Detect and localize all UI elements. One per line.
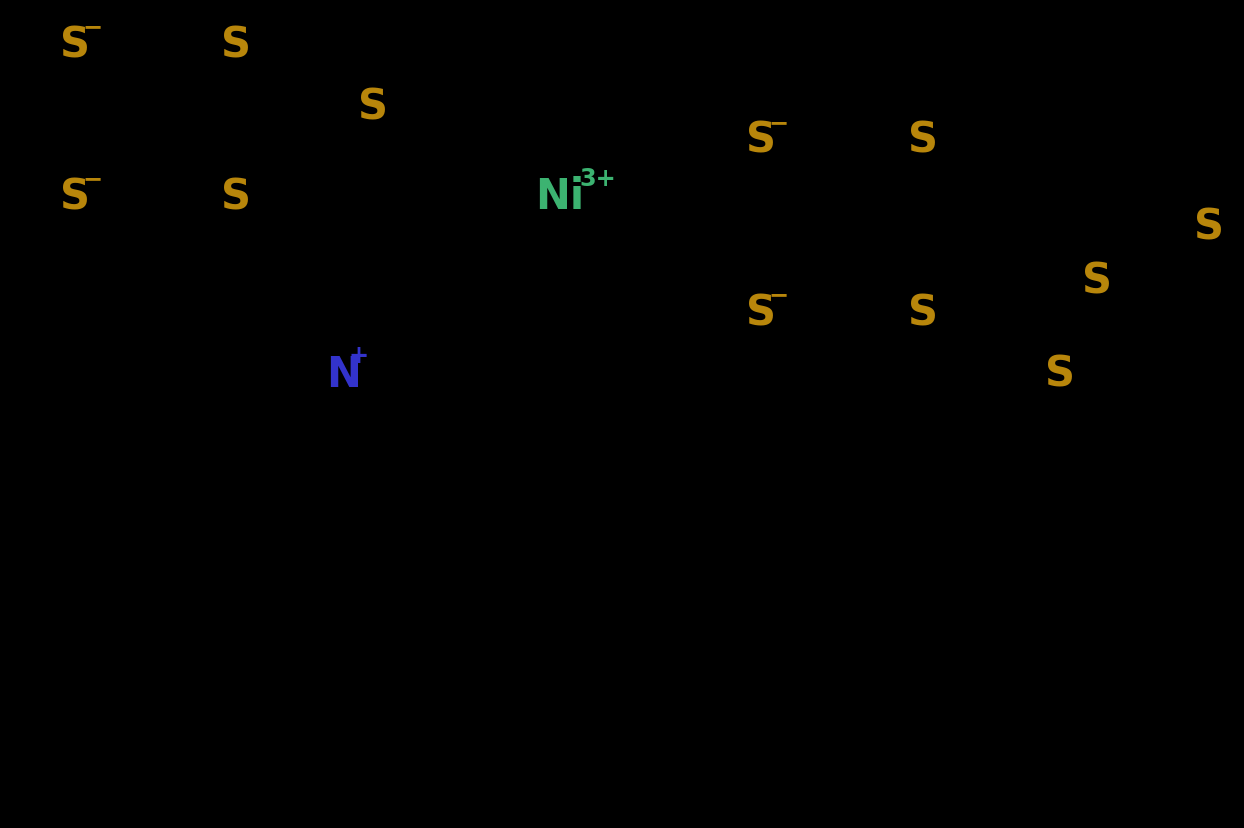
Text: S: S: [1194, 206, 1224, 248]
Text: Ni: Ni: [535, 176, 583, 218]
Text: −: −: [769, 283, 789, 306]
Text: −: −: [769, 111, 789, 134]
Text: S: S: [60, 25, 90, 66]
Text: S: S: [221, 176, 251, 218]
Text: S: S: [1045, 354, 1075, 395]
Text: S: S: [60, 176, 90, 218]
Text: S: S: [221, 25, 251, 66]
Text: S: S: [908, 120, 938, 161]
Text: S: S: [746, 120, 776, 161]
Text: S: S: [746, 292, 776, 334]
Text: S: S: [908, 292, 938, 334]
Text: S: S: [1082, 261, 1112, 302]
Text: −: −: [82, 16, 102, 39]
Text: N: N: [326, 354, 361, 395]
Text: 3+: 3+: [580, 167, 617, 190]
Text: S: S: [358, 87, 388, 128]
Text: +: +: [348, 344, 368, 368]
Text: −: −: [82, 167, 102, 190]
